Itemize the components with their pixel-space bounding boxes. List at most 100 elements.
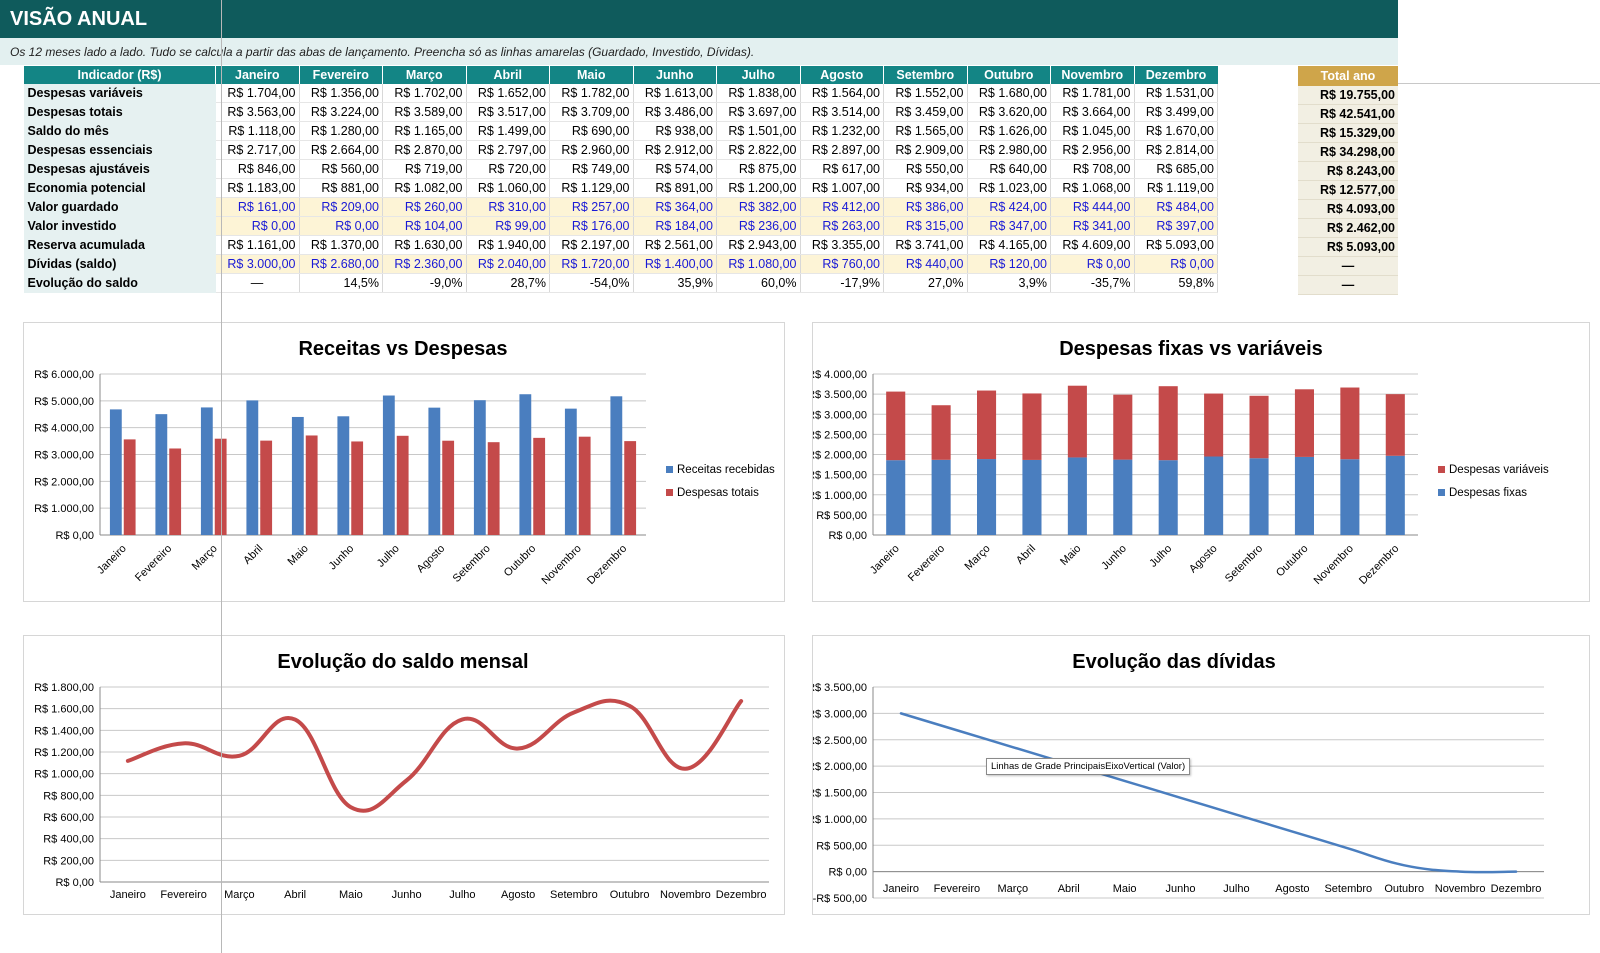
row-label[interactable]: Saldo do mês: [23, 121, 216, 141]
bar-variaveis[interactable]: [1067, 385, 1087, 458]
series-line[interactable]: [125, 698, 744, 813]
table-cell[interactable]: R$ 176,00: [549, 216, 634, 236]
bar-variaveis[interactable]: [977, 390, 997, 460]
table-cell[interactable]: R$ 1.060,00: [466, 178, 550, 198]
data-point[interactable]: [179, 738, 189, 748]
row-label[interactable]: Valor guardado: [23, 197, 216, 217]
table-cell[interactable]: R$ 0,00: [1134, 254, 1218, 274]
table-cell[interactable]: R$ 1.531,00: [1134, 84, 1218, 103]
table-cell[interactable]: R$ 1.613,00: [633, 84, 717, 103]
bar-despesas[interactable]: [442, 440, 455, 535]
bar-variaveis[interactable]: [1113, 394, 1133, 460]
table-cell[interactable]: R$ 3.517,00: [466, 102, 550, 122]
table-cell[interactable]: R$ 3.486,00: [633, 102, 717, 122]
row-label[interactable]: Despesas ajustáveis: [23, 159, 216, 179]
bar-receitas[interactable]: [428, 407, 441, 535]
bar-receitas[interactable]: [246, 400, 259, 535]
bar-despesas[interactable]: [624, 441, 637, 535]
bar-fixas[interactable]: [1204, 456, 1224, 535]
data-point[interactable]: [123, 756, 133, 766]
table-cell[interactable]: R$ 3.224,00: [299, 102, 383, 122]
month-header[interactable]: Maio: [549, 66, 633, 84]
table-cell[interactable]: R$ 574,00: [633, 159, 717, 179]
table-cell[interactable]: R$ 3.563,00: [215, 102, 300, 122]
table-cell[interactable]: -54,0%: [549, 273, 634, 293]
bar-receitas[interactable]: [337, 416, 350, 535]
table-cell[interactable]: R$ 1.630,00: [382, 235, 467, 255]
table-cell[interactable]: R$ 875,00: [716, 159, 801, 179]
row-label[interactable]: Dívidas (saldo): [23, 254, 216, 274]
bar-despesas[interactable]: [123, 439, 136, 535]
table-cell[interactable]: R$ 720,00: [466, 159, 550, 179]
table-cell[interactable]: R$ 263,00: [800, 216, 884, 236]
month-header[interactable]: Setembro: [883, 66, 967, 84]
chart-receitas-vs-despesas[interactable]: Receitas vs Despesas R$ 0,00 R$ 1.000,00 R$…: [23, 322, 785, 602]
table-cell[interactable]: R$ 2.822,00: [716, 140, 801, 160]
table-cell[interactable]: R$ 3.459,00: [883, 102, 968, 122]
bar-fixas[interactable]: [1294, 456, 1314, 535]
bar-despesas[interactable]: [396, 435, 409, 535]
table-cell[interactable]: R$ 0,00: [215, 216, 300, 236]
table-cell[interactable]: R$ 236,00: [716, 216, 801, 236]
table-cell[interactable]: R$ 3.514,00: [800, 102, 884, 122]
table-cell[interactable]: R$ 440,00: [883, 254, 968, 274]
table-cell[interactable]: R$ 891,00: [633, 178, 717, 198]
month-header[interactable]: Julho: [716, 66, 800, 84]
month-header[interactable]: Fevereiro: [298, 66, 383, 84]
table-cell[interactable]: R$ 2.197,00: [549, 235, 634, 255]
table-cell[interactable]: 3,9%: [967, 273, 1051, 293]
data-point[interactable]: [290, 715, 300, 725]
bar-fixas[interactable]: [931, 459, 951, 535]
table-cell[interactable]: 28,7%: [466, 273, 550, 293]
total-cell[interactable]: R$ 2.462,00: [1298, 218, 1398, 238]
table-cell[interactable]: R$ 104,00: [382, 216, 467, 236]
table-cell[interactable]: R$ 3.000,00: [215, 254, 300, 274]
table-cell[interactable]: R$ 1.704,00: [215, 84, 300, 103]
bar-receitas[interactable]: [564, 408, 577, 535]
table-cell[interactable]: R$ 315,00: [883, 216, 968, 236]
table-cell[interactable]: R$ 3.664,00: [1050, 102, 1135, 122]
bar-receitas[interactable]: [610, 396, 623, 535]
total-cell[interactable]: R$ 8.243,00: [1298, 161, 1398, 181]
bar-fixas[interactable]: [1113, 459, 1133, 535]
table-cell[interactable]: R$ 1.080,00: [716, 254, 801, 274]
data-point[interactable]: [569, 707, 579, 717]
data-point[interactable]: [896, 708, 906, 718]
row-label[interactable]: Evolução do saldo: [23, 273, 216, 293]
table-cell[interactable]: R$ 1.280,00: [299, 121, 383, 141]
bar-variaveis[interactable]: [1249, 395, 1269, 459]
total-cell[interactable]: —: [1298, 275, 1398, 295]
table-cell[interactable]: R$ 2.561,00: [633, 235, 717, 255]
bar-despesas[interactable]: [214, 438, 227, 535]
table-cell[interactable]: R$ 161,00: [215, 197, 300, 217]
table-cell[interactable]: R$ 1.119,00: [1134, 178, 1218, 198]
table-cell[interactable]: R$ 1.564,00: [800, 84, 884, 103]
table-cell[interactable]: R$ 2.909,00: [883, 140, 968, 160]
table-cell[interactable]: R$ 2.680,00: [299, 254, 383, 274]
table-cell[interactable]: R$ 2.870,00: [382, 140, 467, 160]
data-point[interactable]: [513, 744, 523, 754]
table-cell[interactable]: R$ 1.838,00: [716, 84, 801, 103]
table-cell[interactable]: R$ 412,00: [800, 197, 884, 217]
table-cell[interactable]: R$ 640,00: [967, 159, 1051, 179]
total-cell[interactable]: R$ 15.329,00: [1298, 123, 1398, 143]
table-cell[interactable]: R$ 2.912,00: [633, 140, 717, 160]
table-cell[interactable]: R$ 1.702,00: [382, 84, 467, 103]
data-point[interactable]: [1176, 793, 1186, 803]
table-cell[interactable]: R$ 1.720,00: [549, 254, 634, 274]
bar-fixas[interactable]: [1158, 460, 1178, 535]
table-cell[interactable]: -17,9%: [800, 273, 884, 293]
table-cell[interactable]: R$ 617,00: [800, 159, 884, 179]
bar-receitas[interactable]: [109, 409, 122, 535]
table-cell[interactable]: 27,0%: [883, 273, 968, 293]
bar-receitas[interactable]: [200, 407, 213, 535]
month-header[interactable]: Agosto: [799, 66, 884, 84]
table-cell[interactable]: R$ 3.741,00: [883, 235, 968, 255]
table-cell[interactable]: R$ 2.040,00: [466, 254, 550, 274]
bar-variaveis[interactable]: [1204, 393, 1224, 457]
table-cell[interactable]: R$ 99,00: [466, 216, 550, 236]
bar-receitas[interactable]: [291, 416, 304, 535]
table-cell[interactable]: R$ 3.589,00: [382, 102, 467, 122]
total-cell[interactable]: R$ 4.093,00: [1298, 199, 1398, 219]
chart-evolucao-saldo[interactable]: Evolução do saldo mensal R$ 0,00 R$ 200,00…: [23, 635, 785, 915]
